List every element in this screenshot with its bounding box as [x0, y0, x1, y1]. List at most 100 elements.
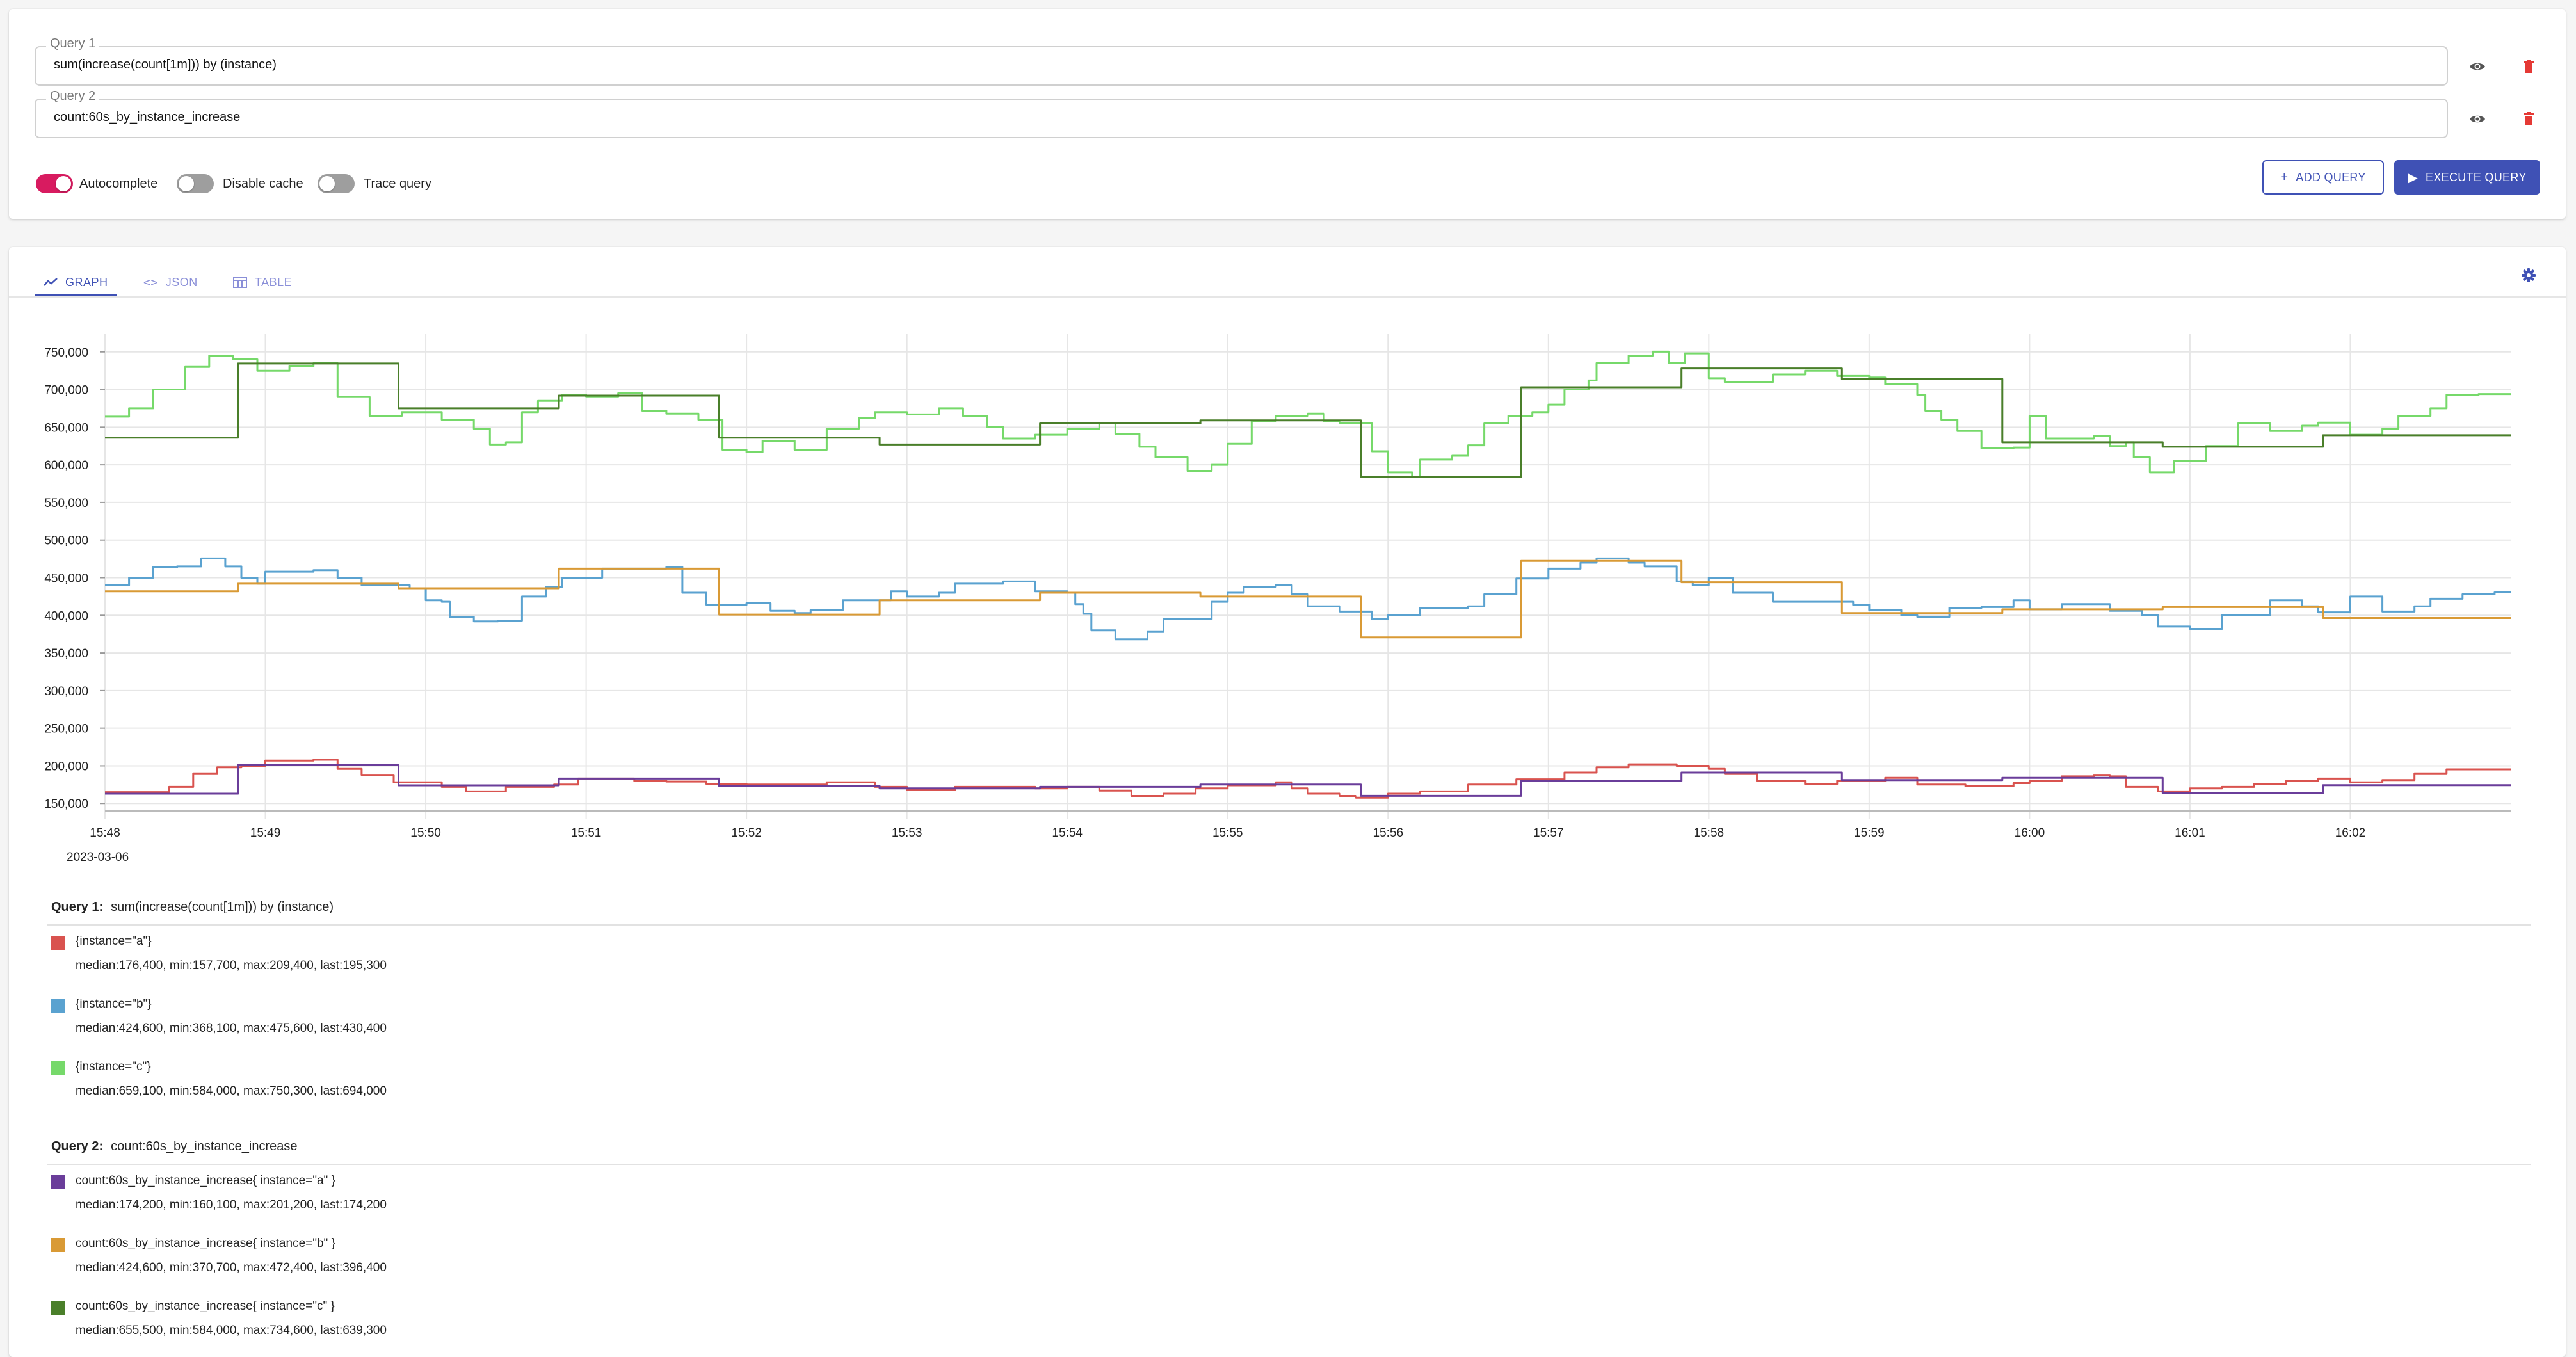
series-color-swatch — [51, 999, 65, 1013]
execute-query-button[interactable]: ▶ EXECUTE QUERY — [2394, 160, 2540, 195]
legend-series-name: {instance="c"} — [76, 1060, 151, 1073]
legend-query-2-header: Query 2: count:60s_by_instance_increase — [51, 1139, 297, 1154]
query-panel: Query 1 sum(increase(count[1m])) by (ins… — [9, 9, 2566, 219]
query-2-input[interactable]: count:60s_by_instance_increase — [54, 110, 241, 124]
legend-divider — [47, 1164, 2531, 1165]
series-line-3[interactable] — [105, 764, 2511, 797]
series-color-swatch — [51, 1301, 65, 1315]
tabs-divider — [9, 296, 2566, 298]
y-tick-label: 750,000 — [44, 346, 88, 360]
x-tick-label: 15:49 — [250, 826, 281, 840]
results-panel: GRAPH <> JSON TABLE 150,000 200,000 — [9, 247, 2566, 1357]
y-tick-label: 700,000 — [44, 384, 88, 397]
x-tick-label: 15:51 — [571, 826, 602, 840]
timeseries-chart[interactable]: 150,000 200,000 250,000 300,000 350,000 400,0… — [9, 247, 2566, 887]
chart-line-icon — [44, 278, 58, 286]
gear-icon — [2522, 268, 2536, 282]
delete-query-1-button[interactable] — [2516, 54, 2541, 79]
autocomplete-label: Autocomplete — [79, 177, 158, 191]
x-tick-label: 16:02 — [2335, 826, 2366, 840]
legend-query-2-expr: count:60s_by_instance_increase — [111, 1139, 298, 1153]
legend-series-name: count:60s_by_instance_increase{ instance… — [76, 1237, 335, 1250]
series-color-swatch — [51, 1061, 65, 1075]
query-2-field[interactable]: Query 2 count:60s_by_instance_increase — [35, 88, 2448, 138]
y-tick-label: 150,000 — [44, 798, 88, 811]
x-tick-label: 15:52 — [731, 826, 762, 840]
y-tick-label: 200,000 — [44, 760, 88, 773]
series-line-4[interactable] — [105, 559, 2511, 639]
legend-series-stats: median:176,400, min:157,700, max:209,400… — [76, 959, 387, 972]
x-tick-label: 16:00 — [2015, 826, 2045, 840]
y-tick-label: 650,000 — [44, 421, 88, 435]
execute-query-label: EXECUTE QUERY — [2426, 170, 2527, 184]
add-query-label: ADD QUERY — [2296, 170, 2366, 184]
legend-series-stats: median:424,600, min:370,700, max:472,400… — [76, 1261, 387, 1274]
legend-series-name: count:60s_by_instance_increase{ instance… — [76, 1299, 335, 1313]
series-color-swatch — [51, 1238, 65, 1252]
query-1-field[interactable]: Query 1 sum(increase(count[1m])) by (ins… — [35, 36, 2448, 86]
query-2-label: Query 2 — [46, 88, 100, 104]
legend-divider — [47, 924, 2531, 926]
play-icon: ▶ — [2408, 170, 2419, 185]
eye-icon — [2470, 63, 2485, 70]
legend-series-name: {instance="b"} — [76, 997, 152, 1011]
y-tick-label: 400,000 — [44, 609, 88, 623]
legend-query-1-header: Query 1: sum(increase(count[1m])) by (ins… — [51, 900, 334, 915]
graph-settings-button[interactable] — [2516, 262, 2541, 288]
series-color-swatch — [51, 1175, 65, 1189]
x-tick-label: 15:59 — [1854, 826, 1885, 840]
disable-cache-label: Disable cache — [223, 177, 303, 191]
x-tick-label: 15:57 — [1533, 826, 1564, 840]
series-line-5[interactable] — [105, 362, 2511, 478]
table-icon — [233, 277, 247, 288]
disable-cache-toggle[interactable] — [177, 174, 214, 193]
legend-series-stats: median:655,500, min:584,000, max:734,600… — [76, 1324, 387, 1337]
legend-query-1-expr: sum(increase(count[1m])) by (instance) — [111, 900, 334, 914]
x-tick-label: 15:58 — [1694, 826, 1725, 840]
trash-icon — [2524, 60, 2534, 73]
toggle-visibility-query-2-button[interactable] — [2465, 106, 2490, 132]
x-tick-label: 15:53 — [892, 826, 922, 840]
series-line-1[interactable] — [105, 557, 2511, 641]
tab-json-label: JSON — [165, 275, 198, 289]
x-tick-label: 15:48 — [90, 826, 120, 840]
series-line-2[interactable] — [105, 350, 2511, 478]
tab-table-label: TABLE — [255, 275, 293, 289]
legend-query-2-label: Query 2: — [51, 1139, 104, 1153]
x-tick-label: 15:54 — [1052, 826, 1083, 840]
date-label: 2023-03-06 — [67, 851, 129, 864]
legend-series-stats: median:174,200, min:160,100, max:201,200… — [76, 1198, 387, 1212]
y-tick-label: 250,000 — [44, 723, 88, 736]
trace-query-toggle[interactable] — [318, 174, 355, 193]
tab-graph[interactable]: GRAPH — [44, 260, 108, 305]
plus-icon: + — [2280, 170, 2289, 184]
query-1-input[interactable]: sum(increase(count[1m])) by (instance) — [54, 58, 277, 72]
legend-series-name: count:60s_by_instance_increase{ instance… — [76, 1174, 335, 1187]
legend-query-1-label: Query 1: — [51, 900, 104, 914]
trash-icon — [2524, 112, 2534, 125]
query-1-label: Query 1 — [46, 36, 100, 51]
legend-series-stats: median:659,100, min:584,000, max:750,300… — [76, 1084, 387, 1098]
series-color-swatch — [51, 936, 65, 950]
legend-series-stats: median:424,600, min:368,100, max:475,600… — [76, 1022, 387, 1035]
legend-series-name: {instance="a"} — [76, 935, 152, 948]
x-tick-label: 15:55 — [1212, 826, 1243, 840]
x-tick-label: 16:01 — [2175, 826, 2205, 840]
y-tick-label: 300,000 — [44, 685, 88, 698]
tab-json[interactable]: <> JSON — [143, 260, 198, 305]
y-tick-label: 450,000 — [44, 572, 88, 586]
y-tick-label: 500,000 — [44, 534, 88, 548]
active-tab-indicator — [35, 294, 117, 296]
eye-icon — [2470, 115, 2485, 123]
toggle-visibility-query-1-button[interactable] — [2465, 54, 2490, 79]
y-tick-label: 350,000 — [44, 647, 88, 661]
delete-query-2-button[interactable] — [2516, 106, 2541, 132]
tab-table[interactable]: TABLE — [233, 260, 292, 305]
x-tick-label: 15:50 — [410, 826, 441, 840]
tab-graph-label: GRAPH — [65, 275, 108, 289]
series-line-0[interactable] — [105, 759, 2511, 799]
code-icon: <> — [143, 275, 158, 289]
autocomplete-toggle[interactable] — [36, 174, 73, 193]
y-tick-label: 550,000 — [44, 497, 88, 510]
add-query-button[interactable]: + ADD QUERY — [2262, 160, 2384, 195]
